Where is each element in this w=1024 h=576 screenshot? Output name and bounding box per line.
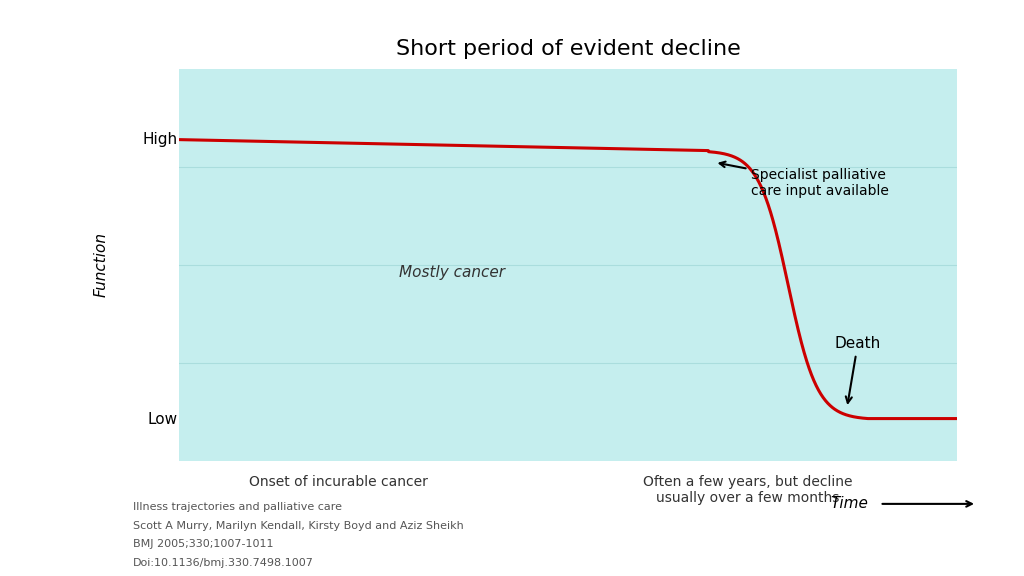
Text: Low: Low — [147, 412, 177, 427]
Text: Time: Time — [830, 497, 868, 511]
Text: Scott A Murry, Marilyn Kendall, Kirsty Boyd and Aziz Sheikh: Scott A Murry, Marilyn Kendall, Kirsty B… — [133, 521, 464, 530]
Text: Doi:10.1136/bmj.330.7498.1007: Doi:10.1136/bmj.330.7498.1007 — [133, 558, 314, 567]
Text: Function: Function — [94, 233, 109, 297]
Text: Specialist palliative
care input available: Specialist palliative care input availab… — [720, 162, 889, 198]
Text: Illness trajectories and palliative care: Illness trajectories and palliative care — [133, 502, 342, 511]
Text: Onset of incurable cancer: Onset of incurable cancer — [249, 475, 428, 488]
Text: Death: Death — [835, 336, 881, 403]
Text: BMJ 2005;330;1007-1011: BMJ 2005;330;1007-1011 — [133, 539, 273, 549]
Text: Often a few years, but decline
usually over a few months: Often a few years, but decline usually o… — [643, 475, 852, 505]
Text: High: High — [142, 132, 177, 147]
Text: Mostly cancer: Mostly cancer — [398, 266, 505, 281]
Title: Short period of evident decline: Short period of evident decline — [396, 39, 740, 59]
